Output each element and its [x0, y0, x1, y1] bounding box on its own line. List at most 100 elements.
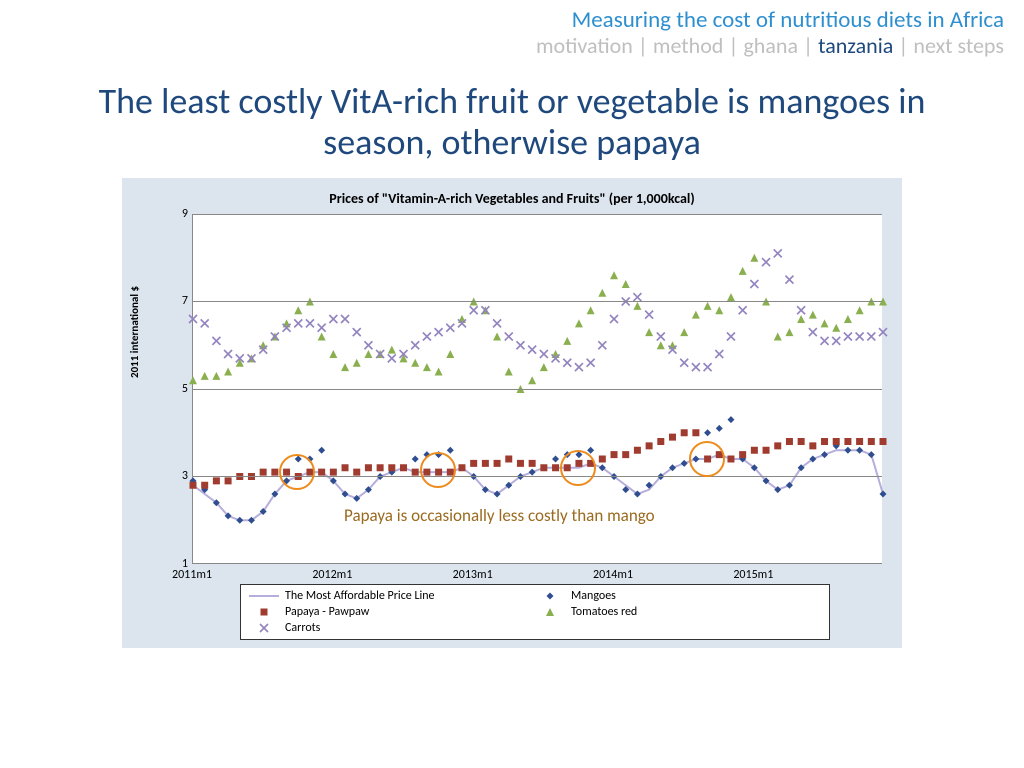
- marker-tomatoes: [505, 367, 513, 375]
- marker-mangoes: [447, 447, 454, 454]
- marker-papaya: [353, 468, 360, 475]
- marker-papaya: [458, 464, 465, 471]
- gridline: [193, 301, 882, 302]
- marker-carrots: [505, 332, 513, 340]
- marker-tomatoes: [821, 319, 829, 327]
- marker-tomatoes: [575, 319, 583, 327]
- marker-carrots: [680, 359, 688, 367]
- annotation-text: Papaya is occasionally less costly than …: [344, 505, 655, 526]
- legend-item-affordable_line: The Most Affordable Price Line: [249, 589, 535, 603]
- crumb-motivation[interactable]: motivation: [536, 32, 633, 59]
- marker-tomatoes: [680, 328, 688, 336]
- marker-carrots: [388, 354, 396, 362]
- marker-tomatoes: [704, 302, 712, 310]
- marker-papaya: [318, 468, 325, 475]
- marker-papaya: [330, 468, 337, 475]
- marker-carrots: [797, 306, 805, 314]
- marker-tomatoes: [201, 372, 209, 380]
- marker-tomatoes: [622, 280, 630, 288]
- marker-tomatoes: [388, 345, 396, 353]
- marker-papaya: [821, 438, 828, 445]
- marker-carrots: [435, 328, 443, 336]
- crumb-tanzania[interactable]: tanzania: [818, 32, 893, 59]
- marker-papaya: [213, 477, 220, 484]
- marker-carrots: [844, 332, 852, 340]
- marker-tomatoes: [563, 337, 571, 345]
- marker-tomatoes: [856, 306, 864, 314]
- marker-carrots: [879, 328, 887, 336]
- legend-swatch: [535, 590, 565, 602]
- marker-tomatoes: [341, 363, 349, 371]
- crumb-method[interactable]: method: [653, 32, 724, 59]
- marker-tomatoes: [400, 354, 408, 362]
- annotation-circle: [279, 454, 315, 490]
- xtick-label: 2015m1: [733, 568, 773, 582]
- marker-papaya: [540, 464, 547, 471]
- marker-tomatoes: [657, 341, 665, 349]
- marker-papaya: [657, 438, 664, 445]
- marker-tomatoes: [493, 332, 501, 340]
- marker-papaya: [190, 482, 197, 489]
- legend-label: Carrots: [285, 621, 320, 635]
- marker-carrots: [657, 332, 665, 340]
- marker-carrots: [598, 341, 606, 349]
- legend-swatch: [249, 622, 279, 634]
- marker-carrots: [329, 315, 337, 323]
- marker-papaya: [271, 468, 278, 475]
- marker-tomatoes: [750, 254, 758, 262]
- header-title: Measuring the cost of nutritious diets i…: [0, 6, 1004, 34]
- marker-papaya: [529, 460, 536, 467]
- marker-carrots: [785, 275, 793, 283]
- marker-papaya: [599, 455, 606, 462]
- marker-mangoes: [412, 455, 419, 462]
- marker-carrots: [821, 337, 829, 345]
- marker-papaya: [517, 460, 524, 467]
- marker-papaya: [482, 460, 489, 467]
- marker-papaya: [809, 442, 816, 449]
- marker-papaya: [844, 438, 851, 445]
- marker-papaya: [739, 451, 746, 458]
- marker-papaya: [856, 438, 863, 445]
- marker-carrots: [774, 249, 782, 257]
- marker-papaya: [260, 468, 267, 475]
- marker-papaya: [201, 482, 208, 489]
- marker-carrots: [294, 319, 302, 327]
- marker-carrots: [645, 310, 653, 318]
- marker-carrots: [832, 337, 840, 345]
- marker-papaya: [622, 451, 629, 458]
- marker-carrots: [353, 328, 361, 336]
- marker-mangoes: [681, 460, 688, 467]
- crumb-ghana[interactable]: ghana: [743, 32, 798, 59]
- marker-mangoes: [844, 447, 851, 454]
- marker-tomatoes: [189, 376, 197, 384]
- marker-mangoes: [716, 425, 723, 432]
- legend-item-papaya: Papaya - Pawpaw: [249, 605, 535, 619]
- legend-swatch: [249, 590, 279, 602]
- marker-carrots: [610, 315, 618, 323]
- crumb-next steps[interactable]: next steps: [913, 32, 1004, 59]
- marker-tomatoes: [411, 359, 419, 367]
- marker-tomatoes: [318, 332, 326, 340]
- ytick-label: 5: [172, 382, 188, 396]
- gridline: [193, 389, 882, 390]
- annotation-circle: [560, 450, 596, 486]
- marker-carrots: [306, 319, 314, 327]
- marker-mangoes: [880, 490, 887, 497]
- xtick-label: 2011m1: [172, 568, 212, 582]
- marker-tomatoes: [364, 350, 372, 358]
- marker-tomatoes: [587, 306, 595, 314]
- marker-papaya: [833, 438, 840, 445]
- marker-carrots: [575, 363, 583, 371]
- marker-carrots: [867, 332, 875, 340]
- marker-mangoes: [868, 451, 875, 458]
- ytick-label: 3: [172, 469, 188, 483]
- marker-tomatoes: [212, 372, 220, 380]
- marker-papaya: [681, 429, 688, 436]
- marker-carrots: [727, 332, 735, 340]
- marker-tomatoes: [458, 315, 466, 323]
- marker-carrots: [516, 341, 524, 349]
- marker-carrots: [212, 337, 220, 345]
- marker-mangoes: [704, 429, 711, 436]
- marker-carrots: [563, 359, 571, 367]
- marker-papaya: [669, 433, 676, 440]
